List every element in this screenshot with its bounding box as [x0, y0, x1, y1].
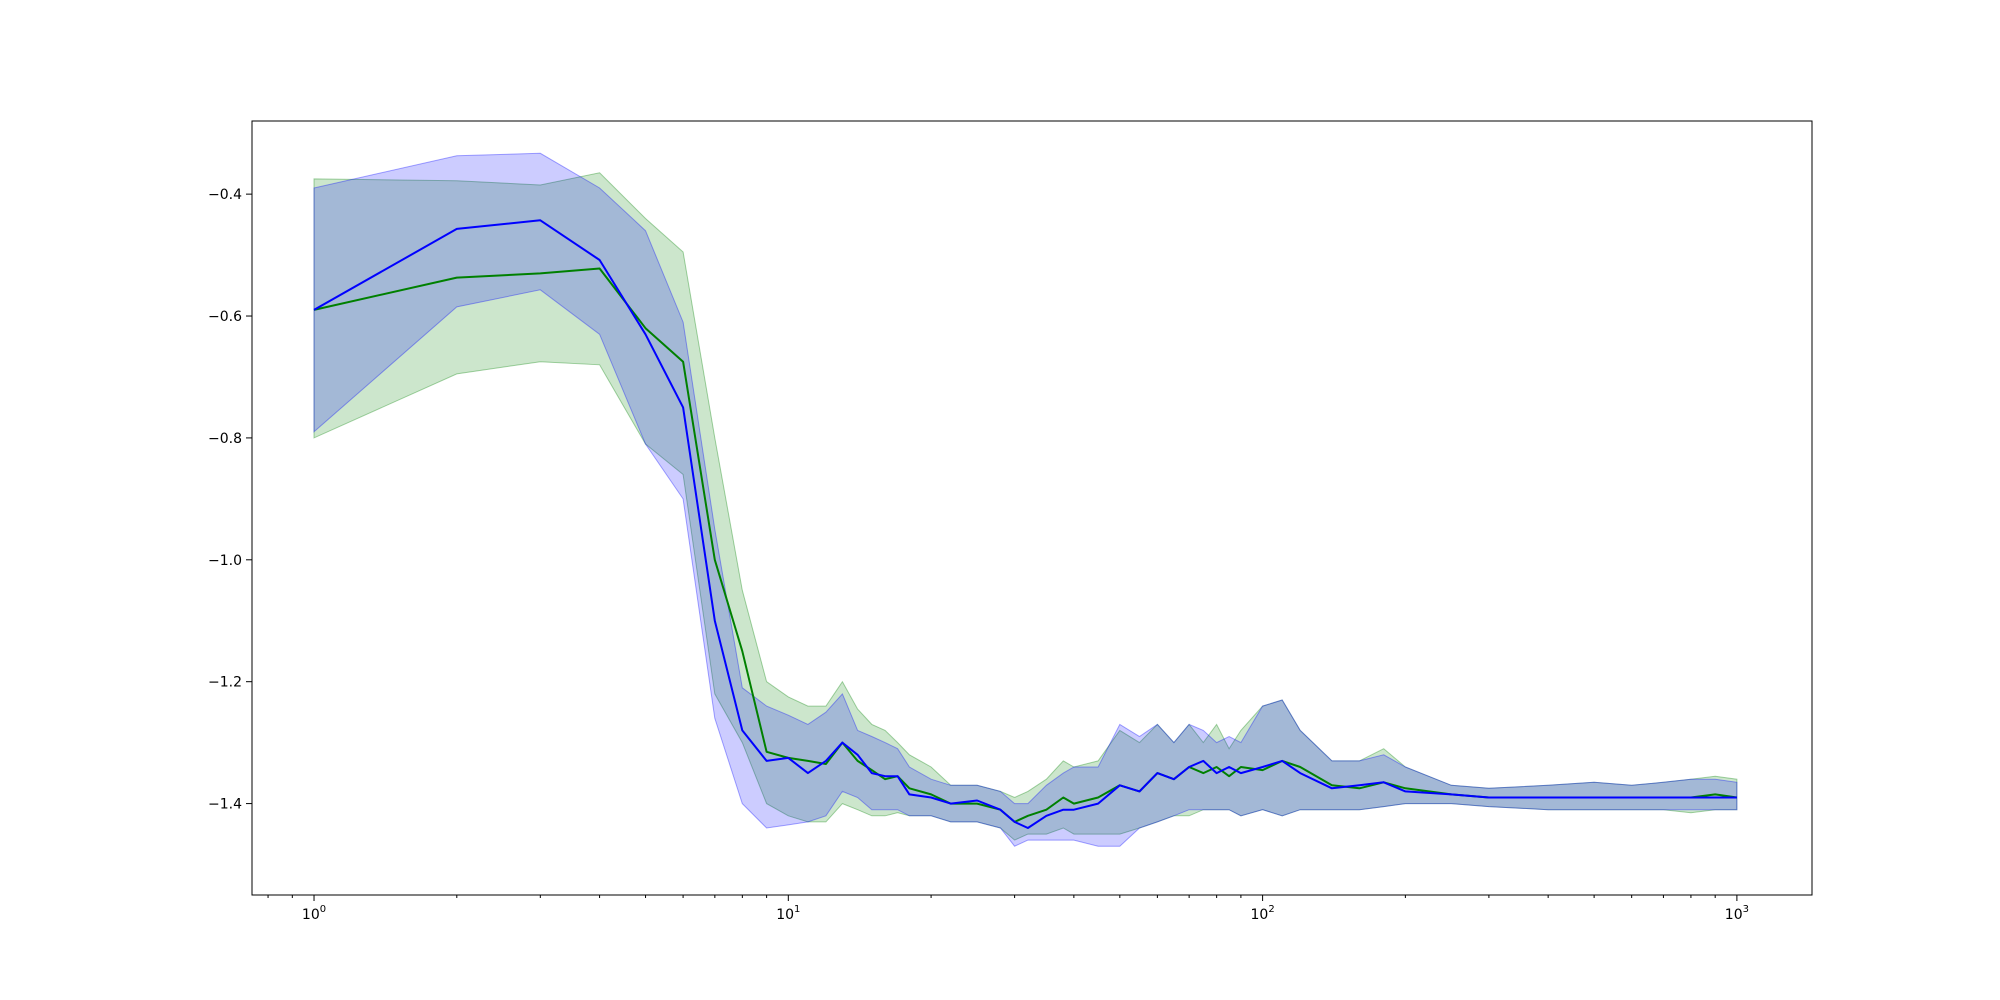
- y-tick-label: −0.4: [208, 187, 242, 203]
- x-tick-label: 103: [1725, 904, 1749, 923]
- x-tick-label: 101: [776, 904, 800, 923]
- series-lines: [313, 219, 1738, 829]
- series-1-line: [313, 267, 1738, 823]
- series-2-line: [313, 219, 1737, 829]
- y-tick-label: −0.6: [208, 309, 242, 325]
- y-tick-label: −0.8: [208, 431, 242, 447]
- plot-frame: [251, 120, 1813, 896]
- y-tick-label: −1.2: [208, 675, 242, 691]
- confidence-bands: [313, 152, 1738, 847]
- series-1-band: [313, 172, 1738, 841]
- y-tick-label: −1.4: [208, 797, 242, 813]
- y-axis: −0.4 −0.6 −0.8 −1.0 −1.2 −1.4: [208, 187, 252, 813]
- y-tick-label: −1.0: [208, 553, 242, 569]
- x-tick-label: 102: [1250, 904, 1274, 923]
- x-tick-label: 100: [302, 904, 326, 923]
- x-axis: 100 101 102 103: [267, 895, 1749, 923]
- series-2-band: [313, 152, 1738, 847]
